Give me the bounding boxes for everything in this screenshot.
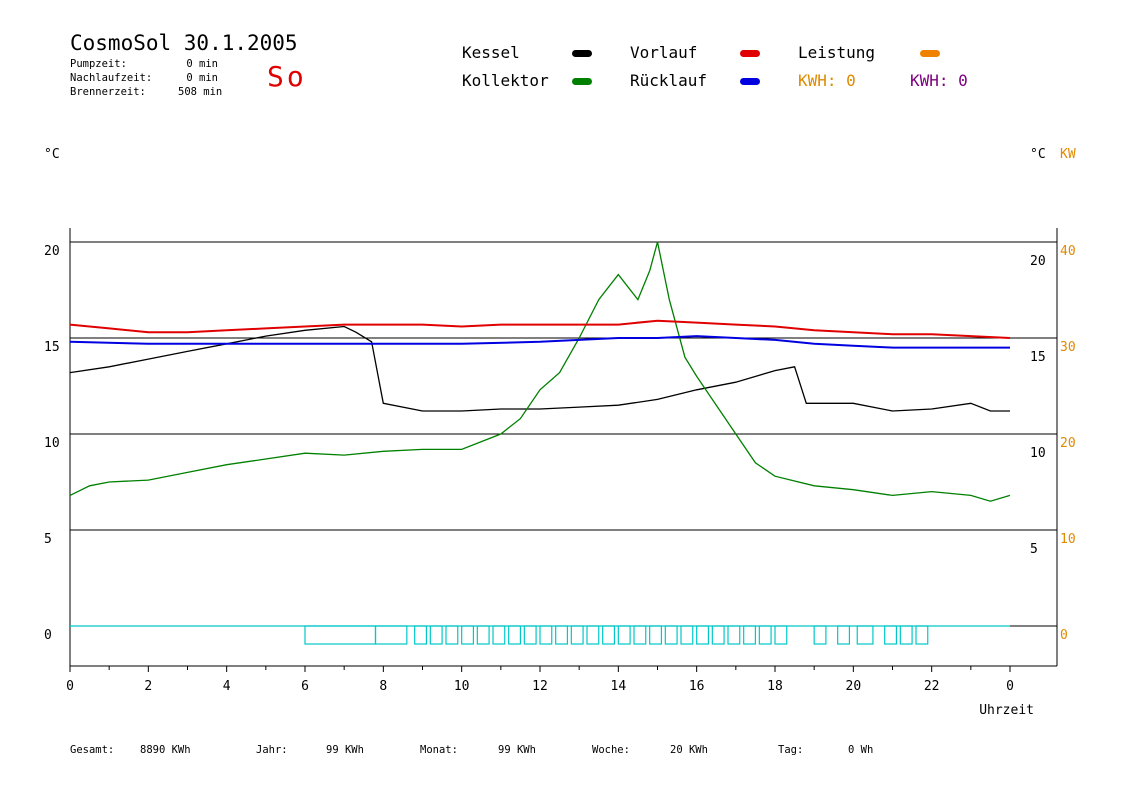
y-tick-left-label: 0 xyxy=(44,628,52,643)
y-tick-right-kw-label: 0 xyxy=(1060,628,1068,643)
pump-pulse xyxy=(727,625,741,645)
y-tick-left-label: 5 xyxy=(44,532,52,547)
pump-pulse xyxy=(586,625,600,645)
right-unit-c-label: °C xyxy=(1030,147,1046,162)
legend-kollektor-label: Kollektor xyxy=(462,71,549,90)
left-unit-label: °C xyxy=(44,147,60,162)
x-tick-label: 0 xyxy=(66,679,74,694)
x-axis-label: Uhrzeit xyxy=(979,703,1034,718)
series-line-vorlauf xyxy=(69,319,1011,339)
stat-label-pumpzeit: Pumpzeit: xyxy=(70,58,127,70)
pump-pulse xyxy=(649,625,663,645)
pump-pulse xyxy=(664,625,678,645)
legend-ruecklauf-label: Rücklauf xyxy=(630,71,708,90)
pump-pulse xyxy=(633,625,647,645)
pump-pulse xyxy=(711,625,725,645)
pump-pulse xyxy=(617,625,631,645)
pump-pulse xyxy=(696,625,710,645)
legend-ruecklauf-swatch xyxy=(740,78,760,85)
pump-pulse xyxy=(461,625,475,645)
pump-pulse xyxy=(414,625,428,645)
pump-pulse xyxy=(602,625,616,645)
stat-label-brennerzeit: Brennerzeit: xyxy=(70,86,146,98)
y-tick-right-kw-label: 20 xyxy=(1060,436,1076,451)
y-tick-right-c-label: 20 xyxy=(1030,254,1046,269)
series-line-kollektor xyxy=(69,241,1011,502)
legend-vorlauf-label: Vorlauf xyxy=(630,43,698,62)
x-tick-label: 16 xyxy=(689,679,705,694)
pump-pulse xyxy=(374,625,408,645)
series-line-rücklauf xyxy=(69,335,1010,349)
x-tick-label: 4 xyxy=(223,679,231,694)
y-tick-right-c-label: 10 xyxy=(1030,446,1046,461)
x-tick-label: 12 xyxy=(532,679,548,694)
legend-kessel-swatch xyxy=(572,50,592,57)
pump-pulse xyxy=(304,625,377,645)
pump-pulse xyxy=(445,625,459,645)
pump-pulse xyxy=(555,625,569,645)
pump-pulse xyxy=(856,625,874,645)
footer-jahr-label: Jahr: xyxy=(256,744,288,756)
stat-value-nachlaufzeit: 0 min xyxy=(186,72,218,84)
pump-pulse xyxy=(508,625,522,645)
pump-pulse xyxy=(774,625,788,645)
pump-pulse xyxy=(570,625,584,645)
stat-value-pumpzeit: 0 min xyxy=(186,58,218,70)
legend-kollektor-swatch xyxy=(572,78,592,85)
y-tick-right-kw-label: 40 xyxy=(1060,244,1076,259)
page-title: CosmoSol 30.1.2005 xyxy=(70,31,298,55)
weekday-label: So xyxy=(267,60,307,93)
pump-pulse xyxy=(476,625,490,645)
pump-pulse xyxy=(758,625,772,645)
footer-jahr-value: 99 KWh xyxy=(326,744,364,756)
x-tick-label: 18 xyxy=(767,679,783,694)
pump-pulse xyxy=(915,625,929,645)
footer-monat-label: Monat: xyxy=(420,744,458,756)
footer-gesamt-label: Gesamt: xyxy=(70,744,115,756)
legend-leistung-swatch xyxy=(920,50,940,57)
y-tick-right-c-label: 15 xyxy=(1030,350,1046,365)
y-tick-right-kw-label: 30 xyxy=(1060,340,1076,355)
stat-value-brennerzeit: 508 min xyxy=(178,86,223,98)
footer-tag-label: Tag: xyxy=(778,744,804,756)
pump-pulse xyxy=(743,625,757,645)
legend-vorlauf-swatch xyxy=(740,50,760,57)
pump-pulse xyxy=(539,625,553,645)
x-tick-label: 10 xyxy=(454,679,470,694)
x-tick-label: 6 xyxy=(301,679,309,694)
footer-tag-value: 0 Wh xyxy=(848,744,874,756)
x-tick-label: 8 xyxy=(379,679,387,694)
y-tick-left-label: 10 xyxy=(44,436,60,451)
pump-pulse xyxy=(523,625,537,645)
footer-monat-value: 99 KWh xyxy=(498,744,536,756)
right-unit-kw-label: KW xyxy=(1060,147,1076,162)
pump-pulse xyxy=(680,625,694,645)
footer-gesamt-value: 8890 KWh xyxy=(140,744,191,756)
kwh-purple-label: KWH: 0 xyxy=(910,71,968,90)
kwh-orange-label: KWH: 0 xyxy=(798,71,856,90)
legend-leistung-label: Leistung xyxy=(798,43,876,62)
pump-pulse xyxy=(429,625,443,645)
x-tick-label: 20 xyxy=(846,679,862,694)
x-tick-label: 22 xyxy=(924,679,940,694)
y-tick-right-c-label: 5 xyxy=(1030,542,1038,557)
y-tick-right-kw-label: 10 xyxy=(1060,532,1076,547)
x-tick-label: 14 xyxy=(611,679,627,694)
series-line-kessel xyxy=(69,325,1010,412)
pump-pulse xyxy=(813,625,827,645)
y-tick-left-label: 15 xyxy=(44,340,60,355)
pump-pulse xyxy=(899,625,913,645)
y-tick-left-label: 20 xyxy=(44,244,60,259)
footer-woche-value: 20 KWh xyxy=(670,744,708,756)
legend-kessel-label: Kessel xyxy=(462,43,520,62)
footer-woche-label: Woche: xyxy=(592,744,630,756)
pump-pulse xyxy=(492,625,506,645)
x-tick-label: 2 xyxy=(144,679,152,694)
stat-label-nachlaufzeit: Nachlaufzeit: xyxy=(70,72,153,84)
pump-pulse xyxy=(884,625,898,645)
pump-pulse xyxy=(837,625,851,645)
x-tick-label: 0 xyxy=(1006,679,1014,694)
